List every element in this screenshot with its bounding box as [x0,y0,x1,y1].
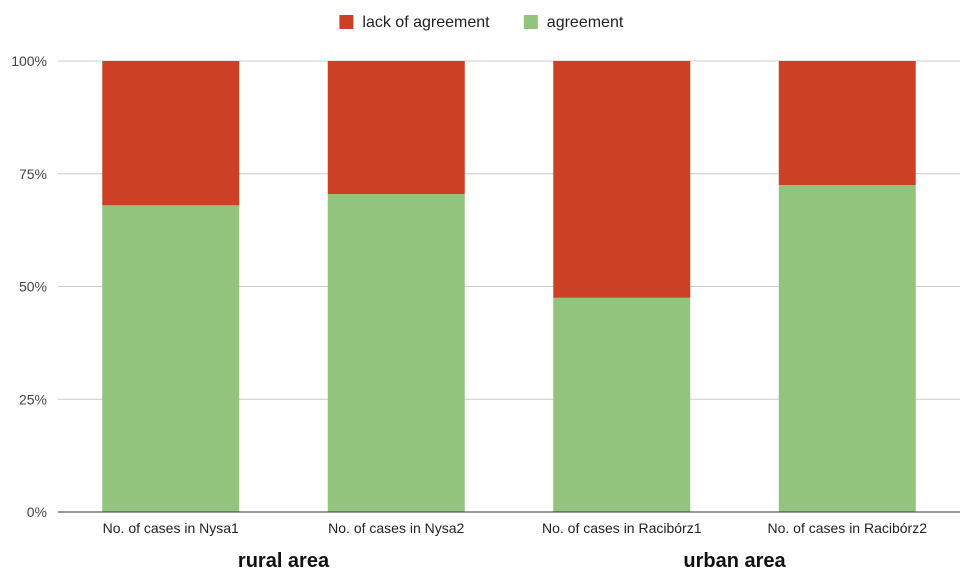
legend: lack of agreement agreement [339,14,624,31]
legend-swatch-agreement [523,15,538,29]
legend-label: agreement [547,14,624,31]
y-tick-label: 75% [19,166,47,182]
legend-swatch-lack-of-agreement [339,15,354,29]
bar-lack-of-agreement-2 [327,61,465,195]
y-tick-label: 100% [11,53,47,69]
bar-lack-of-agreement-3 [553,61,691,298]
x-tick-label: No. of cases in Racibórz2 [767,520,927,536]
x-tick-label: No. of cases in Nysa2 [328,520,464,536]
bar-agreement-4 [778,185,916,512]
group-label: urban area [683,550,786,571]
bars [102,61,916,513]
y-tick-label: 25% [19,391,47,407]
bar-lack-of-agreement-1 [102,61,240,206]
x-axis: No. of cases in Nysa1 No. of cases in Nys… [103,520,928,536]
bar-agreement-1 [102,205,240,512]
legend-label: lack of agreement [362,14,490,31]
group-label: rural area [238,550,330,571]
bar-agreement-3 [553,297,691,512]
bar-lack-of-agreement-4 [778,61,916,186]
bar-agreement-2 [327,194,465,513]
x-tick-label: No. of cases in Nysa1 [103,520,239,536]
group-labels: rural area urban area [238,550,787,571]
x-tick-label: No. of cases in Racibórz1 [542,520,702,536]
y-tick-label: 50% [19,279,47,295]
y-axis: 0% 25% 50% 75% 100% [11,53,47,520]
y-tick-label: 0% [27,504,47,520]
